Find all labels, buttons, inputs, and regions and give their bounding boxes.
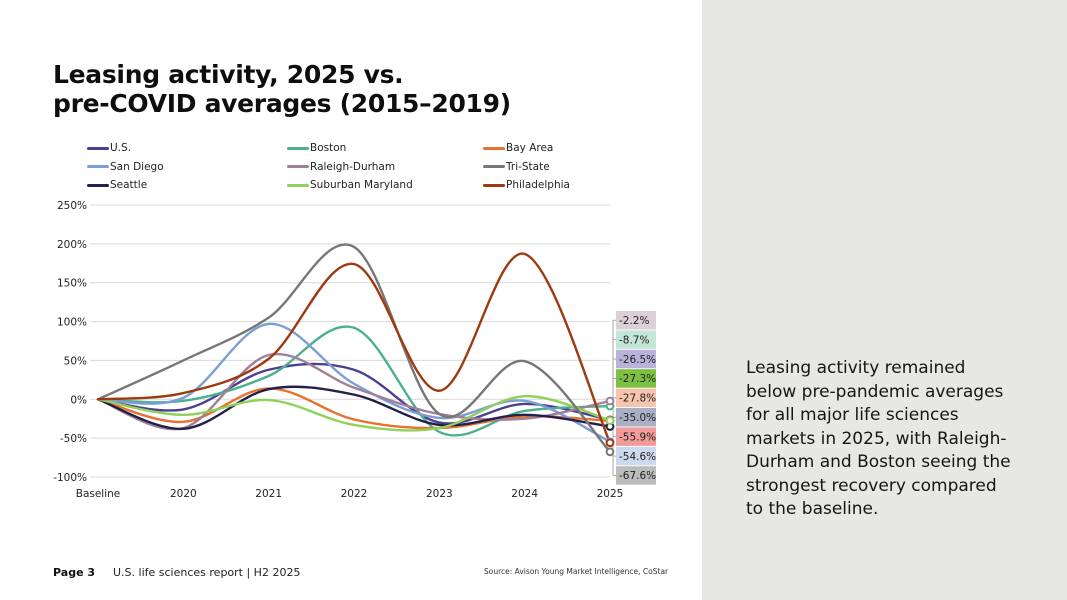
- end-label: -26.5%: [619, 354, 656, 366]
- y-tick-label: 150%: [57, 278, 87, 290]
- legend-swatch: [483, 165, 505, 168]
- legend-label: Bay Area: [506, 142, 554, 154]
- legend-label: Philadelphia: [506, 179, 570, 191]
- page-title-line1: Leasing activity, 2025 vs.: [53, 60, 404, 89]
- sidebar-panel: [702, 0, 1067, 600]
- report-title: U.S. life sciences report | H2 2025: [113, 566, 301, 579]
- y-tick-label: 200%: [57, 239, 87, 251]
- end-label: -54.6%: [619, 451, 656, 463]
- end-marker: [605, 438, 615, 448]
- legend-swatch: [87, 183, 109, 187]
- legend-label: U.S.: [110, 142, 132, 154]
- legend-swatch: [87, 165, 109, 168]
- legend-label: Suburban Maryland: [310, 179, 413, 191]
- series-line-san-diego: [96, 322, 612, 443]
- end-label-box: [616, 388, 656, 408]
- y-tick-label: 100%: [57, 317, 87, 329]
- series-line-boston: [96, 325, 612, 437]
- end-label-box: [616, 369, 656, 388]
- x-tick-label: 2024: [511, 488, 538, 500]
- legend-item: Philadelphia: [483, 179, 570, 191]
- callout-text: Leasing activity remained below pre-pand…: [746, 358, 1011, 519]
- legend-label: Tri-State: [506, 160, 550, 173]
- end-label: -55.9%: [619, 431, 656, 443]
- legend-item: San Diego: [87, 161, 164, 173]
- page-number: Page 3: [53, 566, 96, 579]
- end-label-box: [616, 427, 656, 446]
- y-tick-label: -100%: [53, 472, 87, 484]
- series-line-u-s-: [96, 362, 612, 425]
- chart-legend: U.S. Boston Bay Area San Diego Raleigh-Durha…: [87, 142, 647, 198]
- legend-swatch: [483, 146, 505, 150]
- y-tick-label: 0%: [70, 394, 87, 406]
- x-tick-label: 2021: [255, 488, 282, 500]
- legend-swatch: [287, 146, 309, 150]
- source-note: Source: Avison Young Market Intelligence…: [484, 567, 669, 576]
- y-tick-label: -50%: [60, 433, 87, 445]
- legend-item: Bay Area: [483, 142, 553, 154]
- end-label: -67.6%: [619, 470, 656, 482]
- legend-label: Seattle: [110, 179, 148, 191]
- legend-swatch: [483, 183, 505, 187]
- end-marker: [605, 416, 615, 425]
- end-marker: [605, 396, 615, 406]
- series-line-philadelphia: [96, 252, 612, 444]
- x-tick-label: 2023: [426, 488, 453, 500]
- x-tick-label: 2022: [341, 488, 368, 500]
- legend-item: Tri-State: [483, 161, 550, 173]
- y-tick-label: 250%: [57, 200, 87, 212]
- slide-content: [0, 0, 702, 600]
- end-label-box: [616, 446, 656, 466]
- page-title: Leasing activity, 2025 vs. pre-COVID ave…: [53, 60, 613, 118]
- x-tick-label: Baseline: [76, 488, 121, 500]
- end-label: -27.8%: [619, 393, 656, 405]
- x-tick-label: 2020: [170, 488, 197, 500]
- line-chart: 250% 200% 150% 100% 50% 0% -50% -100% Baseline 20…: [53, 200, 656, 500]
- legend-swatch: [87, 146, 109, 150]
- legend-item: Boston: [287, 142, 346, 154]
- legend-item: U.S.: [87, 142, 131, 154]
- end-marker: [605, 447, 615, 457]
- series-line-bay-area: [96, 387, 612, 430]
- end-label-box: [616, 466, 656, 485]
- page-title-line2: pre-COVID averages (2015–2019): [53, 89, 511, 118]
- legend-label: Raleigh-Durham: [310, 160, 396, 173]
- y-tick-label: 50%: [64, 355, 87, 367]
- end-label-box: [616, 349, 656, 369]
- series-line-suburban-maryland: [96, 394, 612, 432]
- series-line-tri-state: [96, 243, 612, 454]
- legend-item: Raleigh-Durham: [287, 161, 395, 173]
- end-label: -2.2%: [619, 315, 649, 327]
- end-label: -8.7%: [619, 334, 649, 346]
- legend-label: San Diego: [110, 160, 164, 173]
- end-label: -35.0%: [619, 412, 656, 424]
- x-tick-label: 2025: [597, 488, 624, 500]
- legend-item: Seattle: [87, 179, 147, 191]
- legend-swatch: [287, 183, 309, 187]
- legend-item: Suburban Maryland: [287, 179, 413, 191]
- end-label: -27.3%: [619, 373, 656, 385]
- series-line-seattle: [96, 385, 612, 431]
- end-label-box: [616, 408, 656, 427]
- legend-swatch: [287, 165, 309, 168]
- legend-label: Boston: [310, 142, 347, 154]
- end-label-box: [616, 311, 656, 330]
- end-label-box: [616, 330, 656, 349]
